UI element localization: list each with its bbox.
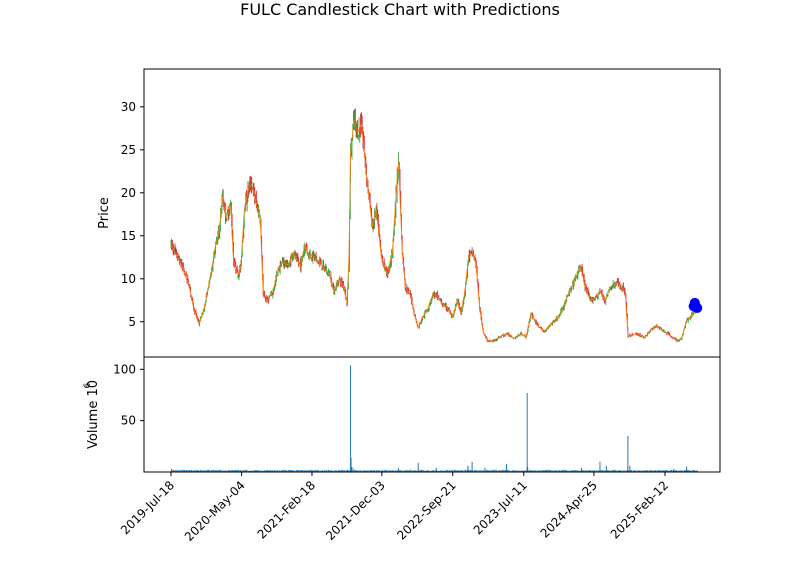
price-ytick-label-5: 30 — [121, 100, 136, 114]
close-line — [170, 119, 697, 342]
predictions — [688, 297, 703, 313]
x-axis: 2019-Jul-18 2020-May-04 2021-Feb-18 2021-De… — [118, 472, 671, 544]
prediction-line — [692, 297, 699, 310]
volume-ytick-label-1: 100 — [113, 362, 136, 376]
volume-ylabel-exponent: 6 — [83, 383, 93, 389]
price-ytick-label-3: 20 — [121, 186, 136, 200]
volume-ylabel: Volume 10 — [86, 380, 101, 449]
volume-bars — [170, 365, 698, 472]
xtick-label-2: 2021-Feb-18 — [255, 478, 318, 541]
xtick-label-0: 2019-Jul-18 — [118, 478, 177, 537]
xtick-label-7: 2025-Feb-12 — [608, 478, 671, 541]
price-ytick-label-4: 25 — [121, 143, 136, 157]
chart-title: FULC Candlestick Chart with Predictions — [240, 0, 560, 19]
candles — [170, 108, 697, 343]
price-ylabel: Price — [97, 197, 112, 229]
price-frame — [143, 68, 721, 358]
xtick-label-5: 2023-Jul-11 — [471, 478, 530, 537]
xtick-label-3: 2021-Dec-03 — [323, 478, 388, 543]
xtick-label-1: 2020-May-04 — [182, 478, 248, 544]
volume-ytick-label-0: 50 — [121, 414, 136, 428]
xtick-label-4: 2022-Sep-21 — [394, 478, 458, 542]
xtick-label-6: 2024-Apr-25 — [538, 478, 600, 540]
volume-panel: 50 100 Volume 106 — [83, 356, 721, 473]
price-panel: 5 10 15 20 25 30 Price — [97, 68, 721, 358]
price-ytick-label-2: 15 — [121, 229, 136, 243]
price-ytick-label-1: 10 — [121, 272, 136, 286]
price-ytick-label-0: 5 — [128, 315, 136, 329]
volume-frame — [143, 356, 721, 473]
